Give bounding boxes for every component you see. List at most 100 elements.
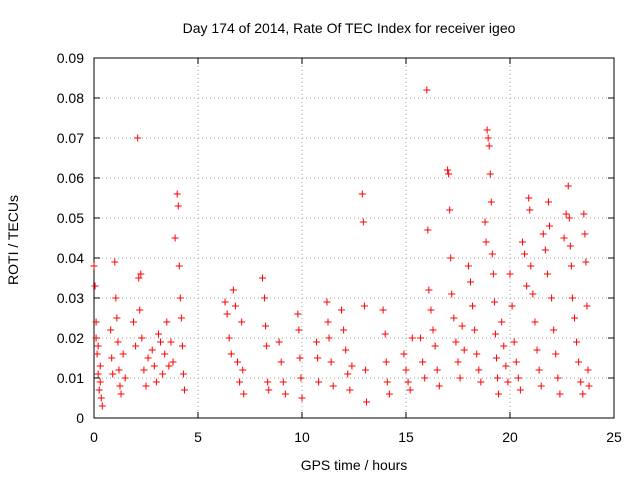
data-point bbox=[130, 318, 138, 326]
data-point bbox=[163, 318, 171, 326]
data-point bbox=[580, 210, 588, 218]
data-point bbox=[575, 358, 583, 366]
data-point bbox=[175, 262, 183, 270]
data-point bbox=[323, 298, 331, 306]
data-point bbox=[238, 318, 246, 326]
data-point bbox=[324, 318, 332, 326]
data-point bbox=[132, 342, 140, 350]
data-point bbox=[477, 378, 485, 386]
data-point bbox=[173, 190, 181, 198]
data-point bbox=[382, 358, 390, 366]
data-point bbox=[489, 270, 497, 278]
data-point bbox=[281, 390, 289, 398]
data-point bbox=[297, 374, 305, 382]
x-tick-label: 10 bbox=[294, 429, 310, 445]
data-point bbox=[240, 390, 248, 398]
data-point bbox=[258, 274, 266, 282]
data-point bbox=[148, 346, 156, 354]
data-point bbox=[239, 366, 247, 374]
data-point bbox=[433, 366, 441, 374]
data-point bbox=[107, 326, 115, 334]
data-point bbox=[159, 370, 167, 378]
data-point bbox=[157, 338, 165, 346]
y-tick-label: 0.09 bbox=[57, 50, 84, 66]
data-point bbox=[556, 390, 564, 398]
data-point bbox=[313, 338, 321, 346]
data-point bbox=[150, 362, 158, 370]
data-point bbox=[96, 378, 104, 386]
data-point bbox=[448, 290, 456, 298]
data-point bbox=[452, 338, 460, 346]
data-point bbox=[298, 394, 306, 402]
chart-title: Day 174 of 2014, Rate Of TEC Index for r… bbox=[183, 20, 516, 36]
data-point bbox=[548, 294, 556, 302]
data-point bbox=[539, 230, 547, 238]
data-point bbox=[427, 306, 435, 314]
data-point bbox=[424, 226, 432, 234]
data-point bbox=[117, 390, 125, 398]
data-point bbox=[116, 382, 124, 390]
data-point bbox=[179, 370, 187, 378]
data-point bbox=[585, 382, 593, 390]
data-point bbox=[498, 318, 506, 326]
data-point bbox=[295, 326, 303, 334]
data-point bbox=[570, 314, 578, 322]
data-point bbox=[466, 278, 474, 286]
data-point bbox=[535, 366, 543, 374]
data-point bbox=[227, 350, 235, 358]
x-tick-labels: 0 5 10 15 20 25 bbox=[90, 429, 622, 445]
data-point bbox=[429, 326, 437, 334]
data-point bbox=[508, 302, 516, 310]
data-point bbox=[527, 262, 535, 270]
data-point bbox=[464, 262, 472, 270]
data-point bbox=[568, 294, 576, 302]
data-point bbox=[460, 346, 468, 354]
y-tick-label: 0.04 bbox=[57, 250, 84, 266]
data-point bbox=[144, 354, 152, 362]
data-point bbox=[359, 218, 367, 226]
data-point bbox=[108, 354, 116, 362]
data-point bbox=[385, 390, 393, 398]
data-point bbox=[510, 338, 518, 346]
data-point bbox=[112, 294, 120, 302]
data-points bbox=[90, 86, 593, 410]
y-tick-label: 0.08 bbox=[57, 90, 84, 106]
y-tick-label: 0.01 bbox=[57, 370, 84, 386]
data-point bbox=[176, 294, 184, 302]
data-point bbox=[231, 302, 239, 310]
data-point bbox=[581, 230, 589, 238]
data-point bbox=[338, 306, 346, 314]
data-point bbox=[325, 334, 333, 342]
data-point bbox=[265, 386, 273, 394]
data-point bbox=[435, 382, 443, 390]
data-point bbox=[486, 170, 494, 178]
data-point bbox=[447, 254, 455, 262]
data-point bbox=[402, 366, 410, 374]
data-point bbox=[516, 386, 524, 394]
data-point bbox=[482, 238, 490, 246]
data-point bbox=[314, 354, 322, 362]
y-tick-label: 0 bbox=[76, 410, 84, 426]
y-axis-label: ROTI / TECUs bbox=[5, 195, 21, 285]
data-point bbox=[582, 258, 590, 266]
data-point bbox=[98, 402, 106, 410]
data-point bbox=[234, 358, 242, 366]
data-point bbox=[236, 378, 244, 386]
data-point bbox=[554, 374, 562, 382]
data-point bbox=[340, 326, 348, 334]
data-point bbox=[114, 338, 122, 346]
data-point bbox=[115, 366, 123, 374]
data-point bbox=[275, 338, 283, 346]
data-point bbox=[119, 350, 127, 358]
data-point bbox=[344, 370, 352, 378]
data-point bbox=[560, 234, 568, 242]
data-point bbox=[329, 382, 337, 390]
data-point bbox=[531, 318, 539, 326]
data-point bbox=[577, 378, 585, 386]
data-point bbox=[565, 214, 573, 222]
data-point bbox=[458, 322, 466, 330]
data-point bbox=[566, 242, 574, 250]
data-point bbox=[93, 350, 101, 358]
data-point bbox=[180, 386, 188, 394]
data-point bbox=[502, 362, 510, 370]
